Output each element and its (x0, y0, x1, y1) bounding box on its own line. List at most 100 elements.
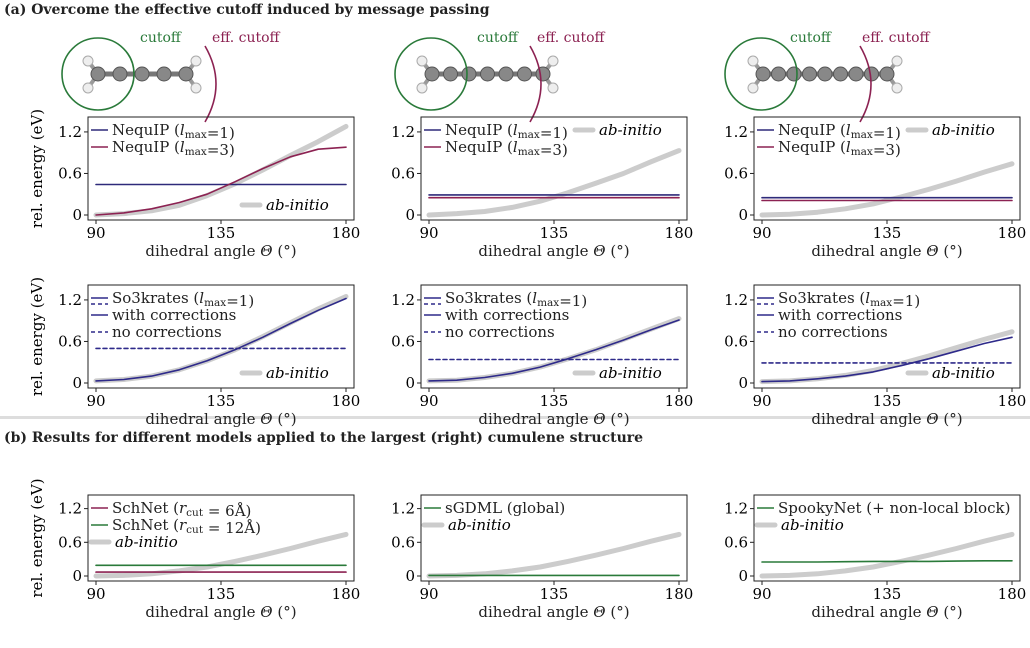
legend: NequIP (lmax=1)NequIP (lmax=3) ab-initio (91, 121, 329, 214)
x-axis-label: dihedral angle Θ (°) (478, 410, 629, 428)
y-tick-label: 1.2 (724, 123, 748, 141)
x-tick-label: 90 (86, 224, 105, 242)
molecule-2: cutoff eff. cutoff (394, 30, 606, 123)
carbon-atom (848, 66, 864, 82)
y-tick-label: 0.6 (724, 164, 748, 182)
y-tick-label: 0 (72, 567, 82, 585)
legend-title: So3krates (lmax=1) (778, 289, 920, 310)
y-tick-label: 0 (738, 374, 748, 392)
molecule-1: cutoff eff. cutoff (61, 30, 281, 123)
carbon-atom (90, 66, 106, 82)
legend-entry-ab-initio: ab-initio (115, 533, 178, 551)
legend-entry-ab-initio: ab-initio (266, 364, 329, 382)
chart-panel-a-top-2: 0 0.6 1.2 90 135 180 dihedral angle Θ (°) NequI… (391, 116, 694, 260)
cutoff-circle (394, 37, 468, 111)
x-tick-label: 180 (998, 224, 1027, 242)
hydrogen-atom (190, 82, 202, 94)
effective-cutoff-arc (204, 45, 217, 123)
cutoff-label: cutoff (140, 30, 182, 46)
y-tick-label: 0 (738, 567, 748, 585)
carbon-atom (134, 66, 150, 82)
x-axis-label: dihedral angle Θ (°) (478, 242, 629, 260)
legend-entry-ab-initio: ab-initio (266, 196, 329, 214)
y-tick-label: 1.2 (724, 500, 748, 518)
x-tick-label: 180 (665, 585, 694, 603)
x-tick-label: 135 (540, 585, 569, 603)
legend-entry: no corrections (778, 323, 888, 341)
y-tick-label: 0.6 (391, 332, 415, 350)
eff-cutoff-label: eff. cutoff (862, 30, 931, 46)
x-tick-label: 135 (873, 585, 902, 603)
x-axis-label: dihedral angle Θ (°) (145, 242, 296, 260)
x-tick-label: 90 (86, 585, 105, 603)
x-axis-label: dihedral angle Θ (°) (145, 410, 296, 428)
legend-entry: no corrections (112, 323, 222, 341)
carbon-atom (461, 66, 477, 82)
legend-entry: NequIP (lmax=3) (778, 138, 901, 159)
legend: NequIP (lmax=1)NequIP (lmax=3) ab-initio (424, 121, 662, 159)
x-tick-label: 90 (752, 224, 771, 242)
series-line-ab-initio (93, 531, 349, 579)
carbon-atom (817, 66, 833, 82)
chart-panel-a-bot-3: 0 0.6 1.2 90 135 180 dihedral angle Θ (°) So3kr… (724, 284, 1026, 428)
y-tick-label: 0.6 (391, 164, 415, 182)
x-tick-label: 90 (419, 585, 438, 603)
legend-entry: SpookyNet (+ non-local block) (778, 499, 1010, 517)
carbon-atom (833, 66, 848, 82)
x-tick-label: 135 (207, 392, 236, 410)
hydrogen-atom (416, 82, 428, 94)
hydrogen-atom (891, 82, 903, 94)
y-tick-label: 0.6 (724, 332, 748, 350)
chart-panel-a-top-3: 0 0.6 1.2 90 135 180 dihedral angle Θ (°) NequI… (724, 116, 1027, 260)
series-line-ab-initio (759, 531, 1015, 579)
y-axis-label: rel. energy (eV) (28, 478, 46, 597)
legend-entry-ab-initio: ab-initio (448, 516, 511, 534)
x-tick-label: 180 (998, 585, 1027, 603)
series-line-with-corrections (428, 319, 680, 382)
series-line-ab-initio (426, 531, 682, 579)
chart-panel-a-bot-1: 0 0.6 1.2 90 135 180 dihedral angle Θ (°) rel. … (28, 277, 360, 428)
carbon-atom (424, 66, 440, 82)
carbon-atom (755, 66, 771, 82)
hydrogen-atom (747, 55, 759, 67)
legend-entry: NequIP (lmax=1) (778, 121, 901, 142)
series-line-with-corrections (95, 297, 347, 382)
effective-cutoff-arc (529, 45, 542, 123)
x-tick-label: 135 (540, 392, 569, 410)
legend-entry: with corrections (778, 306, 902, 324)
legend-entry-ab-initio: ab-initio (599, 121, 662, 139)
x-tick-label: 180 (332, 585, 361, 603)
x-tick-label: 90 (419, 224, 438, 242)
x-tick-label: 135 (540, 224, 569, 242)
x-tick-label: 135 (873, 224, 902, 242)
x-tick-label: 180 (665, 224, 694, 242)
legend-entry: NequIP (lmax=3) (112, 138, 235, 159)
x-axis-label: dihedral angle Θ (°) (811, 242, 962, 260)
x-tick-label: 135 (207, 224, 236, 242)
hydrogen-atom (190, 55, 202, 67)
series-line-spookynet-non-local-block- (761, 560, 1013, 563)
hydrogen-atom (82, 82, 94, 94)
y-tick-label: 1.2 (391, 123, 415, 141)
y-tick-label: 0 (72, 374, 82, 392)
y-tick-label: 1.2 (58, 500, 82, 518)
effective-cutoff-arc (859, 45, 872, 123)
legend: SpookyNet (+ non-local block)ab-initio (754, 499, 1010, 534)
cutoff-circle (724, 37, 798, 111)
legend-entry: NequIP (lmax=1) (112, 121, 235, 142)
x-axis-label: dihedral angle Θ (°) (145, 603, 296, 621)
y-tick-label: 0 (405, 567, 415, 585)
chart-panel-b-1: 0 0.6 1.2 90 135 180 dihedral angle Θ (°) rel. … (28, 478, 360, 621)
legend-entry: SchNet (rcut = 6Å) (112, 499, 251, 520)
cutoff-label: cutoff (477, 30, 519, 46)
carbon-atom (156, 66, 172, 82)
y-tick-label: 1.2 (391, 291, 415, 309)
legend-entry: no corrections (445, 323, 555, 341)
cutoff-label: cutoff (790, 30, 832, 46)
hydrogen-atom (416, 55, 428, 67)
chart-panel-b-3: 0 0.6 1.2 90 135 180 dihedral angle Θ (°) Spook… (724, 494, 1027, 621)
legend-entry-ab-initio: ab-initio (932, 121, 995, 139)
carbon-atom (112, 66, 128, 82)
